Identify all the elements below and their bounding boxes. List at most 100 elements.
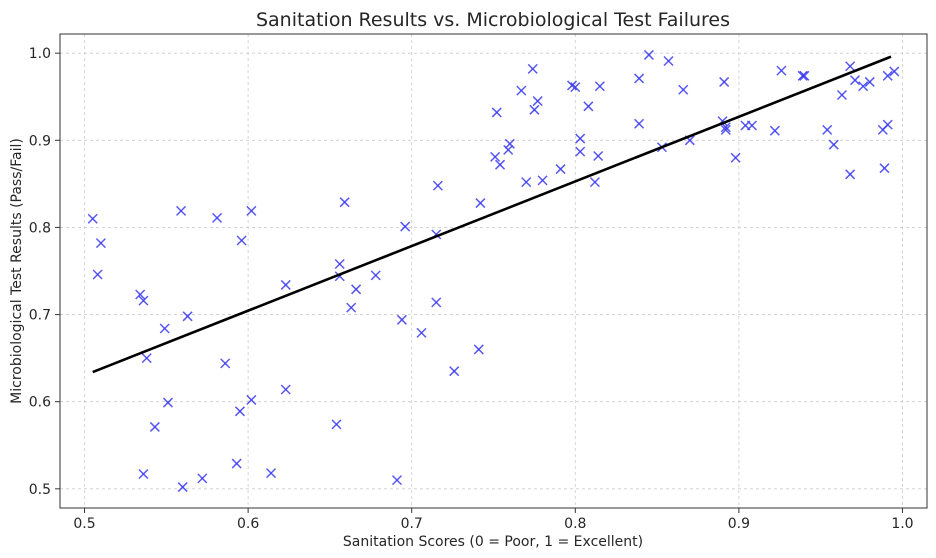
x-tick-label: 0.8 [564,516,586,532]
data-point [882,119,893,130]
trend-line [92,55,892,374]
data-point-stroke [529,104,540,115]
data-point-stroke [334,258,345,270]
data-point [845,61,856,72]
data-point [197,473,208,484]
data-point [416,327,427,338]
data-point [149,421,160,432]
data-point-stroke [516,85,527,96]
data-point-stroke [138,295,149,306]
data-point [583,101,594,112]
data-point [570,82,581,93]
data-point-stroke [135,289,146,300]
y-tick-label: 0.5 [29,482,51,498]
data-point [162,397,173,408]
data-point-stroke [370,270,381,281]
data-point-stroke [575,133,586,144]
data-point [566,80,578,91]
data-point [882,70,893,81]
data-point-stroke [159,323,170,334]
data-point-stroke [197,473,208,484]
data-point [589,177,600,188]
chart-title: Sanitation Results vs. Microbiological T… [256,9,730,31]
data-point-stroke [391,475,403,486]
data-point [177,482,188,493]
data-point [879,163,890,174]
data-point [527,63,538,74]
data-point [849,75,861,86]
data-point [431,297,442,308]
data-point [141,353,152,364]
data-point-stroke [212,212,223,223]
data-point-stroke [746,120,757,131]
data-point [182,311,193,322]
data-point [87,213,98,224]
data-point-stroke [346,302,357,313]
data-point [396,314,407,325]
data-point [678,84,689,95]
x-tick-label: 0.7 [401,516,423,532]
data-point [159,323,170,334]
data-point [346,302,357,313]
data-point-stroke [799,70,810,81]
data-point-stroke [879,163,890,174]
data-point [334,258,345,270]
data-point [236,235,247,246]
data-point [504,138,515,149]
data-point [634,118,645,129]
data-point-stroke [828,139,839,150]
data-point-stroke [720,124,731,135]
data-point-stroke [475,198,486,209]
data-point [138,468,149,480]
data-point-stroke [141,353,152,364]
data-point [836,89,847,101]
data-point [490,151,501,162]
data-point [449,366,460,377]
data-point [593,150,604,162]
y-tick-label: 0.7 [29,308,51,324]
data-point-stroke [176,205,187,216]
data-point-stroke [663,55,674,67]
data-point [575,133,586,144]
plot-frame [59,33,928,509]
data-point-stroke [416,327,427,338]
data-point-stroke [431,297,442,308]
data-point [719,76,730,87]
data-point-stroke [351,284,362,295]
data-point-stroke [491,107,502,118]
data-point-stroke [566,80,578,91]
data-point-stroke [504,138,515,149]
data-point-stroke [634,118,645,129]
y-axis-label: Microbiological Test Results (Pass/Fail) [9,138,25,404]
data-point [246,394,257,405]
data-point-stroke [92,269,103,280]
data-point [503,144,514,155]
data-point [475,198,486,209]
data-point-stroke [836,89,847,101]
data-point [575,146,586,157]
data-point-stroke [449,366,460,377]
data-point [220,358,231,369]
data-point-stroke [87,213,98,224]
data-point [495,159,506,170]
data-point-stroke [149,421,160,432]
data-point-stroke [845,61,856,72]
y-axis-ticks: 0.5 0.6 0.7 0.8 0.9 1.0 [29,46,60,498]
data-point [491,107,502,118]
data-point-stroke [575,146,586,157]
data-point-stroke [730,152,741,163]
data-point [845,169,856,180]
data-point [391,475,403,486]
data-point-stroke [280,384,291,395]
data-point-stroke [776,65,787,76]
data-point-stroke [797,70,808,81]
x-tick-label: 0.5 [73,516,95,532]
data-point-stroke [720,122,731,133]
data-point-stroke [822,124,833,135]
data-point [95,238,106,249]
data-point-stroke [220,358,231,369]
data-point [858,81,869,92]
data-point [529,104,540,115]
data-point-stroke [331,419,342,430]
